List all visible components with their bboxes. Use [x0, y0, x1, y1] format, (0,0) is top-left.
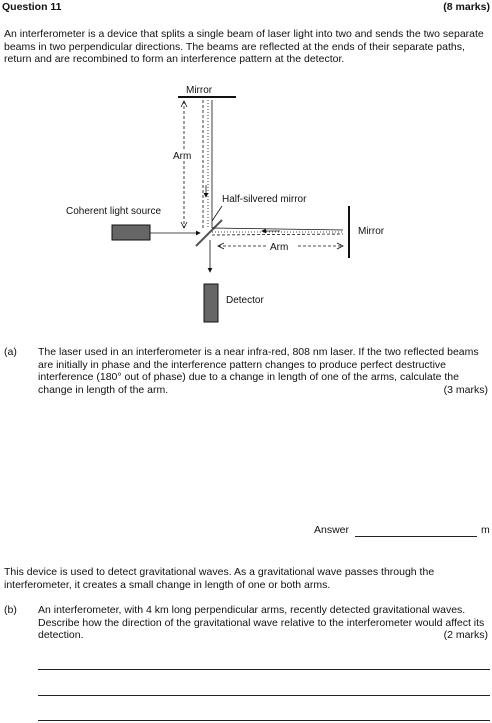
top-mirror-label: Mirror [186, 85, 213, 96]
interferometer-diagram: Mirror Arm Coherent light source Half-si… [66, 85, 385, 323]
part-b-question: An interferometer, with 4 km long perpen… [38, 604, 485, 641]
writing-line[interactable] [38, 669, 490, 670]
horizontal-arm-label: Arm [270, 242, 288, 253]
answer-unit: m [481, 524, 490, 536]
detector [203, 283, 219, 323]
answer-label: Answer [314, 524, 350, 536]
half-silvered-mirror [195, 219, 223, 247]
answer-input-line[interactable] [355, 536, 477, 537]
right-mirror-label: Mirror [358, 226, 385, 237]
light-source [111, 224, 151, 241]
question-title: Question 11 [2, 1, 62, 13]
gw-intro-paragraph: This device is used to detect gravitatio… [4, 566, 435, 591]
part-a-marks: (3 marks) [443, 384, 488, 396]
intro-paragraph: An interferometer is a device that split… [4, 28, 484, 65]
question-marks: (8 marks) [443, 1, 490, 13]
part-b-marks: (2 marks) [443, 629, 488, 641]
detector-label: Detector [226, 295, 264, 306]
half-silvered-mirror-label: Half-silvered mirror [222, 194, 307, 205]
part-b-label: (b) [4, 604, 17, 616]
vertical-arm-label: Arm [173, 151, 191, 162]
writing-line[interactable] [38, 720, 490, 721]
source-label: Coherent light source [66, 206, 161, 217]
part-a-label: (a) [4, 346, 17, 358]
part-a-question: The laser used in an interferometer is a… [38, 346, 479, 396]
writing-line[interactable] [38, 695, 490, 696]
